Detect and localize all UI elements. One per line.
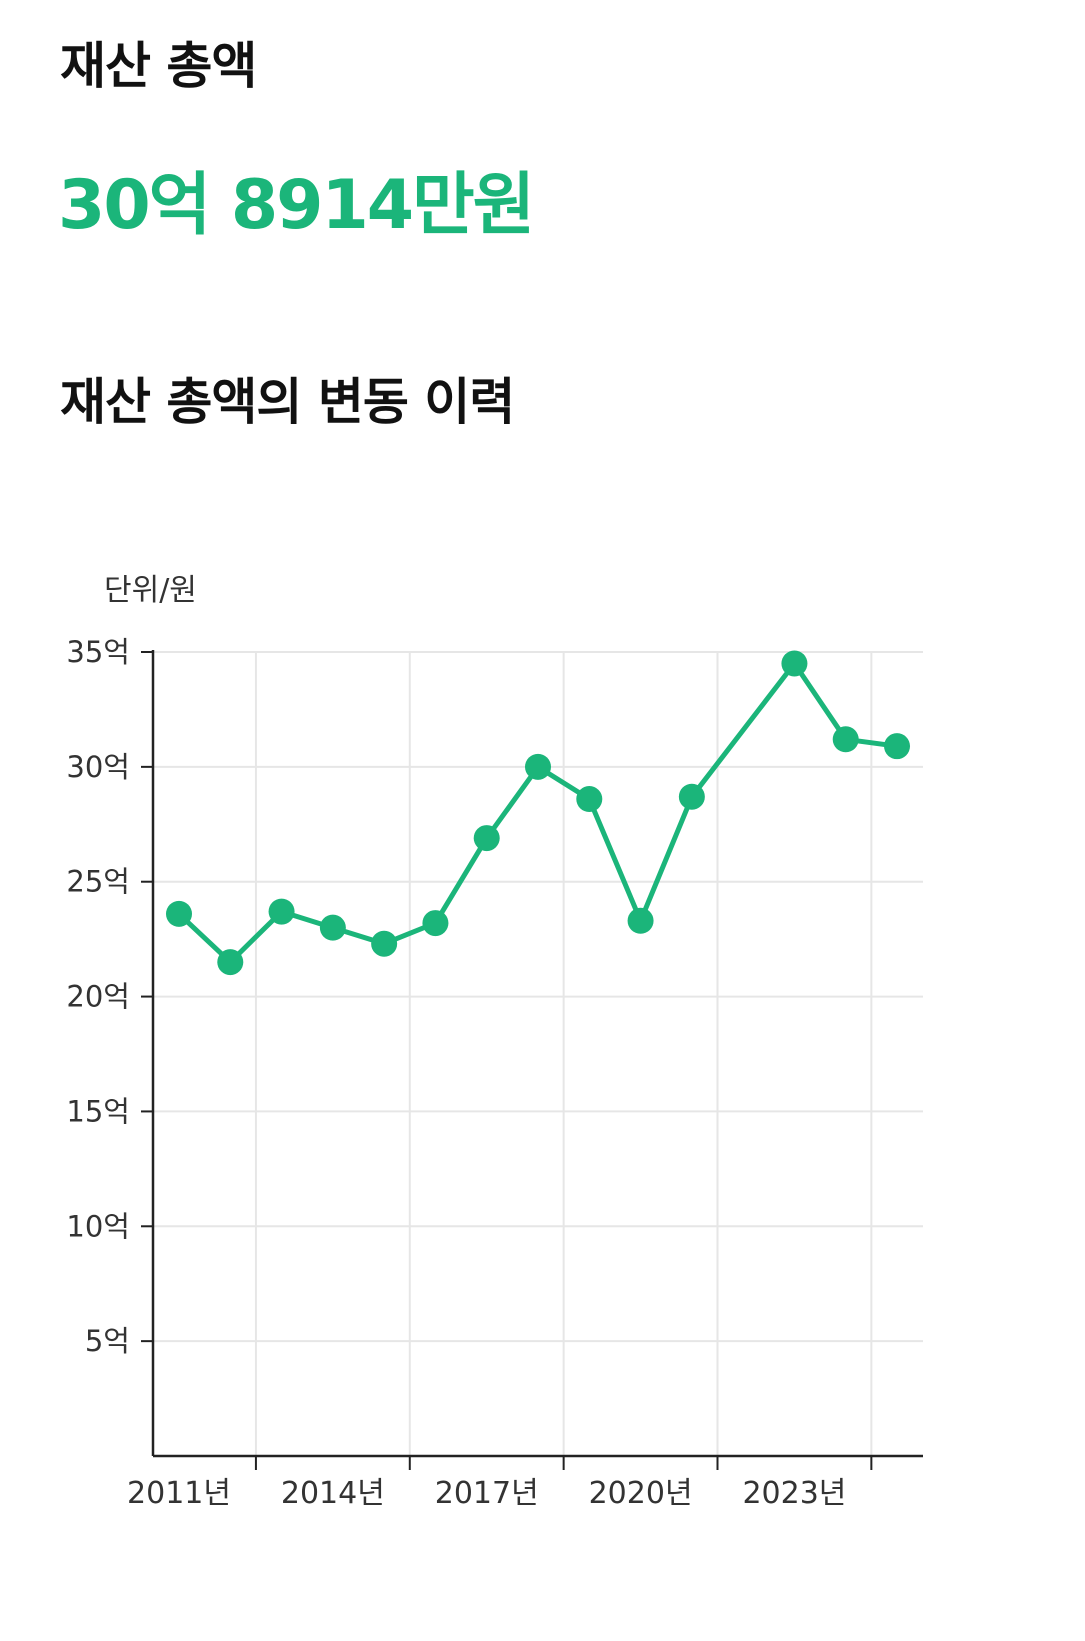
- page-title: 재산 총액: [60, 37, 257, 95]
- y-tick-labels: 5억 10억 15억 20억 25억 30억 35억: [66, 635, 130, 1358]
- x-tick-label: 2011년: [127, 1476, 231, 1511]
- data-point: [319, 914, 346, 941]
- asset-history-chart: 단위/원 5억 10억 15억 20억 25억 30억 35억 2011년 2014년 2017…: [0, 560, 1085, 1637]
- data-point: [166, 900, 192, 927]
- data-point: [832, 726, 859, 753]
- axes: [141, 650, 923, 1470]
- x-tick-label: 2023년: [742, 1476, 846, 1511]
- data-point: [781, 650, 808, 677]
- data-point: [371, 930, 398, 957]
- y-tick-label: 35억: [66, 635, 130, 669]
- x-tick-label: 2014년: [281, 1476, 385, 1511]
- history-section-title: 재산 총액의 변동 이력: [60, 373, 515, 431]
- data-point: [576, 786, 603, 813]
- unit-label: 단위/원: [104, 573, 197, 608]
- x-tick-labels: 2011년 2014년 2017년 2020년 2023년: [127, 1476, 846, 1511]
- data-point: [217, 949, 244, 976]
- x-tick-label: 2017년: [435, 1476, 539, 1511]
- data-point: [525, 753, 551, 780]
- total-amount-value: 30억 8914만원: [58, 166, 535, 245]
- data-point: [884, 733, 910, 760]
- y-tick-label: 5억: [85, 1324, 130, 1358]
- data-point: [678, 783, 705, 810]
- y-tick-label: 10억: [66, 1209, 130, 1243]
- y-tick-label: 30억: [66, 750, 130, 784]
- data-points: [166, 650, 910, 976]
- data-point: [422, 910, 449, 937]
- y-tick-label: 15억: [66, 1094, 130, 1128]
- y-tick-label: 20억: [66, 980, 130, 1014]
- data-point: [268, 898, 295, 925]
- line-chart-svg: 단위/원 5억 10억 15억 20억 25억 30억 35억 2011년 2014년 2017…: [66, 573, 923, 1511]
- x-tick-label: 2020년: [589, 1476, 693, 1511]
- data-point: [627, 907, 654, 934]
- y-tick-label: 25억: [66, 865, 130, 899]
- data-point: [473, 825, 500, 852]
